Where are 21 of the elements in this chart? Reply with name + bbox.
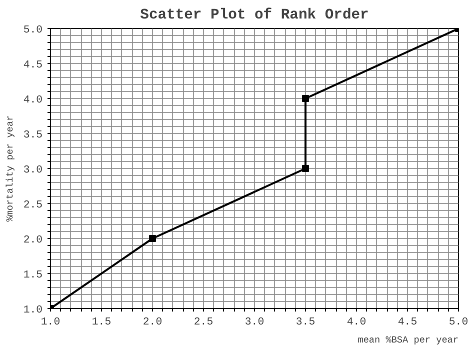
y-tick-label: 4.5 (23, 60, 43, 72)
x-axis-title: mean %BSA per year (358, 334, 459, 346)
x-tick-label: 5.0 (448, 316, 468, 328)
x-tick-label: 3.0 (244, 316, 264, 328)
x-tick-label: 2.5 (194, 316, 214, 328)
y-tick-label: 5.0 (23, 24, 43, 36)
y-tick-label: 2.0 (23, 234, 43, 246)
x-tick-label: 2.0 (142, 316, 162, 328)
x-tick-label: 4.0 (346, 316, 366, 328)
y-tick-label: 1.0 (23, 304, 43, 316)
y-tick-label: 2.5 (23, 200, 43, 212)
x-tick-label: 1.0 (40, 316, 60, 328)
x-tick-label: 1.5 (92, 316, 112, 328)
y-axis-title: %mortality per year (4, 115, 16, 222)
x-tick-label: 4.5 (398, 316, 418, 328)
y-tick-label: 3.0 (23, 164, 43, 176)
x-tick-label: 3.5 (296, 316, 316, 328)
chart-title: Scatter Plot of Rank Order (140, 8, 369, 24)
y-tick-label: 3.5 (23, 130, 43, 142)
y-tick-label: 1.5 (23, 270, 43, 282)
y-tick-label: 4.0 (23, 94, 43, 106)
